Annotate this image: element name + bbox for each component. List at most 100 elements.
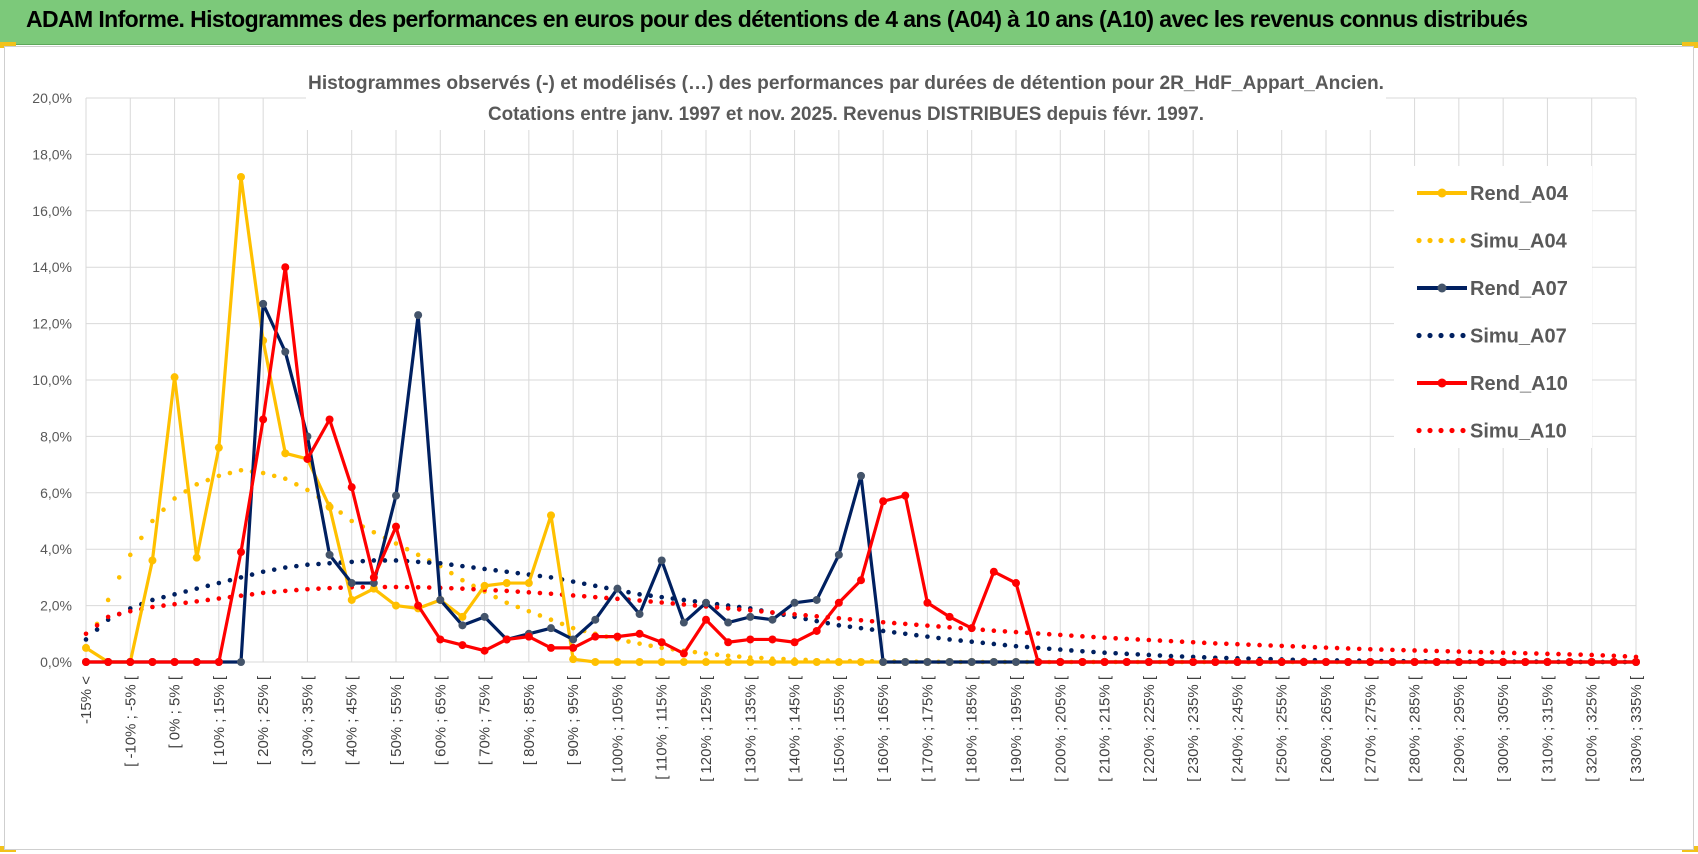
- data-point-interp: [958, 638, 963, 643]
- data-point-interp: [205, 583, 211, 589]
- y-tick-label: 18,0%: [32, 146, 72, 162]
- data-point: [1277, 658, 1286, 666]
- data-point: [126, 658, 135, 666]
- data-point: [1124, 636, 1130, 642]
- data-point: [194, 599, 200, 604]
- data-point: [1057, 647, 1063, 652]
- data-point: [880, 619, 886, 625]
- data-point-interp: [515, 589, 521, 594]
- data-point: [393, 541, 399, 546]
- x-tick-label: [ 270% ; 275% [: [1362, 675, 1379, 782]
- data-point: [681, 597, 687, 603]
- x-tick-label: [ 320% ; 325% [: [1584, 675, 1601, 782]
- data-point-interp: [759, 609, 764, 614]
- data-point-interp: [116, 575, 122, 580]
- data-point: [746, 612, 755, 621]
- data-point: [790, 658, 799, 666]
- data-point: [1587, 658, 1596, 666]
- data-point: [969, 639, 975, 644]
- data-point-interp: [714, 605, 720, 610]
- data-point: [170, 658, 179, 666]
- data-point-interp: [936, 624, 941, 629]
- data-point-interp: [825, 620, 831, 626]
- data-point: [880, 628, 886, 634]
- data-point-interp: [1334, 645, 1340, 651]
- data-point: [1013, 643, 1019, 649]
- data-point-interp: [449, 562, 454, 568]
- x-tick-label: [ 30% ; 35% [: [299, 675, 316, 765]
- data-point-interp: [471, 583, 476, 589]
- legend: Rend_A04 Simu_A04 Rend_A07 Simu_A07 Rend_A10…: [1394, 166, 1592, 448]
- data-point: [637, 592, 642, 597]
- data-point: [879, 658, 888, 666]
- x-tick-label: [ 230% ; 235% [: [1185, 675, 1202, 782]
- data-point: [923, 598, 932, 607]
- data-point-interp: [537, 590, 543, 596]
- data-point: [371, 558, 377, 563]
- x-tick-label: [ 170% ; 175% [: [919, 675, 936, 782]
- data-point: [1122, 658, 1131, 666]
- data-point: [548, 575, 554, 580]
- data-point-interp: [1312, 644, 1318, 650]
- data-point-interp: [1268, 656, 1273, 662]
- data-point: [746, 635, 755, 644]
- data-point-interp: [1069, 648, 1074, 653]
- title-banner: ADAM Informe. Histogrammes des performan…: [0, 0, 1698, 45]
- data-point-interp: [803, 616, 808, 622]
- data-point: [879, 497, 888, 506]
- data-point: [192, 553, 201, 562]
- data-point-interp: [1423, 648, 1428, 654]
- data-point: [1412, 648, 1417, 653]
- data-point: [392, 522, 400, 531]
- data-point-interp: [781, 656, 786, 662]
- data-point-interp: [183, 589, 188, 594]
- data-point: [1167, 658, 1175, 666]
- data-point-interp: [736, 607, 742, 612]
- data-point: [458, 612, 467, 621]
- data-point: [1078, 658, 1087, 666]
- data-point: [637, 641, 642, 646]
- data-point-interp: [1135, 652, 1141, 657]
- data-point: [1432, 658, 1441, 666]
- data-point: [659, 600, 665, 605]
- data-point: [1168, 638, 1174, 644]
- legend-label: Rend_A10: [1470, 373, 1568, 395]
- data-point: [281, 263, 290, 272]
- data-point-interp: [1091, 634, 1096, 640]
- data-point: [1212, 641, 1218, 646]
- data-point: [148, 658, 157, 666]
- data-point-interp: [404, 546, 410, 552]
- legend-swatch: [1427, 427, 1433, 434]
- data-point-interp: [360, 584, 366, 590]
- x-tick-label: [ 110% ; 115% [: [654, 675, 671, 780]
- data-point: [1521, 658, 1530, 666]
- data-point: [504, 569, 510, 575]
- data-point: [172, 601, 177, 607]
- data-point: [1609, 658, 1618, 666]
- data-point-interp: [914, 632, 919, 638]
- data-point: [172, 592, 177, 597]
- data-point-interp: [249, 592, 255, 597]
- data-point-interp: [1135, 637, 1141, 642]
- data-point: [82, 658, 90, 666]
- data-point: [1545, 651, 1550, 657]
- data-point-interp: [1379, 647, 1384, 652]
- x-tick-label: [ 160% ; 165% [: [875, 675, 892, 782]
- y-axis-ticks: 0,0% 2,0% 4,0% 6,0% 8,0% 10,0% 12,0% 14,0% 16,0%…: [32, 90, 72, 670]
- report-title: ADAM Informe. Histogrammes des performan…: [26, 6, 1528, 32]
- data-point-interp: [360, 558, 366, 564]
- data-point-interp: [493, 594, 498, 600]
- data-point-interp: [161, 603, 166, 608]
- data-point: [415, 584, 421, 590]
- data-point: [1013, 629, 1019, 635]
- legend-label: Simu_A04: [1470, 231, 1568, 253]
- legend-label: Rend_A07: [1470, 278, 1568, 300]
- x-tick-label: [ 0% ; 5% [: [167, 675, 184, 748]
- legend-marker: [1437, 378, 1447, 388]
- data-point: [635, 629, 644, 638]
- x-tick-label: [ 100% ; 105% [: [609, 675, 626, 782]
- data-point: [592, 594, 598, 600]
- legend-swatch: [1438, 427, 1444, 434]
- data-point-interp: [914, 622, 919, 628]
- x-tick-label: [ 80% ; 85% [: [521, 675, 538, 765]
